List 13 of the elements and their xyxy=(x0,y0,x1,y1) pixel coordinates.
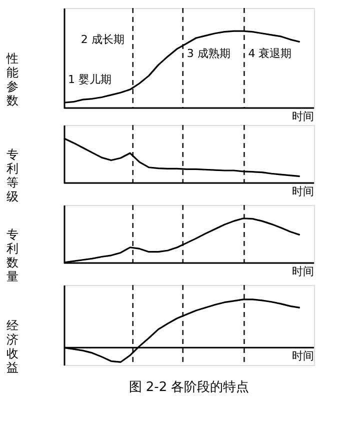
y-axis-title: 性能参数 xyxy=(6,52,18,108)
x-axis-title: 时间 xyxy=(292,185,314,198)
y-axis-title: 专利等级 xyxy=(6,148,18,204)
x-axis-title: 时间 xyxy=(292,350,314,363)
annotation: 2 成长期 xyxy=(80,33,124,46)
text: 图 2-2 各阶段的特点 xyxy=(128,380,250,395)
annotation: 4 衰退期 xyxy=(248,47,292,60)
y-axis-title: 专利数量 xyxy=(6,228,18,284)
annotation: 1 婴儿期 xyxy=(68,73,112,86)
annotation: 3 成熟期 xyxy=(186,47,230,60)
y-axis-title: 经济收益 xyxy=(6,318,18,374)
x-axis-title: 时间 xyxy=(292,265,314,278)
x-axis-title: 时间 xyxy=(292,110,314,123)
